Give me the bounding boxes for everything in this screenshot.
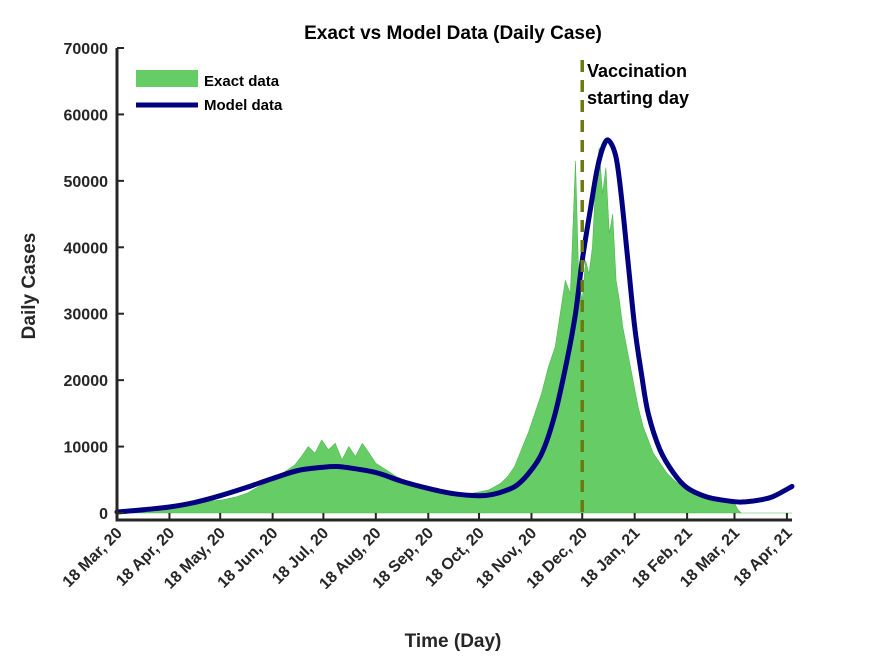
chart-title: Exact vs Model Data (Daily Case) [304,23,602,44]
y-axis-label: Daily Cases [19,233,40,340]
y-tick-label: 20000 [64,373,109,390]
x-axis-label: Time (Day) [405,631,502,652]
legend-swatch-exact [136,70,198,87]
legend-label-model: Model data [204,97,283,114]
exact-data-area [116,147,792,514]
axes [115,47,792,522]
model-data-line [114,137,795,515]
vaccination-annotation-line1: Vaccination [587,61,687,81]
y-tick-label: 70000 [64,41,109,58]
y-tick-label: 40000 [64,240,109,257]
y-tick-label: 0 [99,506,108,523]
model-data-line-layer [114,137,795,515]
legend: Exact data Model data [136,70,283,114]
y-tick-label: 60000 [64,107,109,124]
exact-data-area-layer [116,147,792,514]
vaccination-annotation-line2: starting day [587,88,689,108]
legend-label-exact: Exact data [204,73,280,90]
y-tick-label: 50000 [64,174,109,191]
y-tick-label: 30000 [64,307,109,324]
y-tick-label: 10000 [64,440,109,457]
